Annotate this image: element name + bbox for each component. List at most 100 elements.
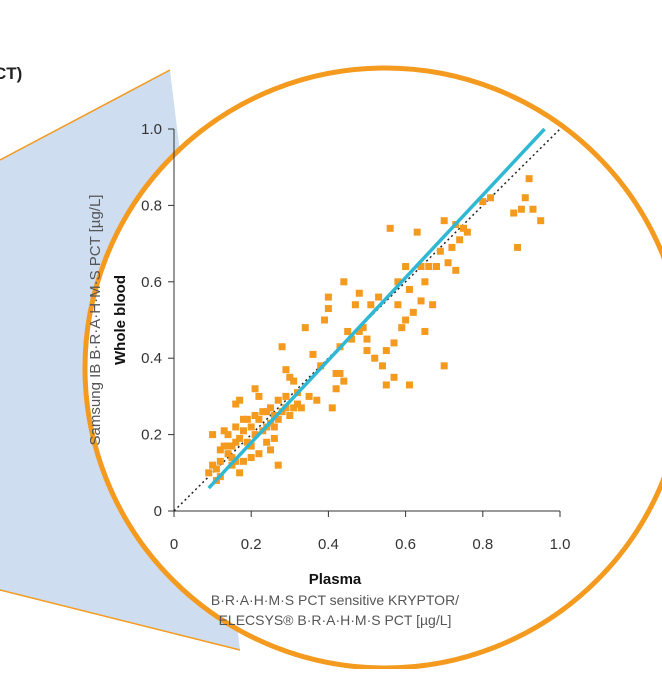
data-point [224,442,232,450]
data-point [521,194,529,202]
x-axis-label-line2: ELECSYS® B·R·A·H·M·S PCT [µg/L] [219,612,452,628]
data-point [421,327,429,335]
data-point [363,347,371,355]
data-point [409,308,417,316]
data-point [286,412,294,419]
data-point [332,369,340,377]
data-point [220,442,228,450]
data-point [205,469,213,477]
x-axis-label-bold: Plasma [309,571,362,588]
data-point [417,263,425,271]
data-point [340,377,348,385]
x-tick-label: 0 [170,536,178,553]
data-point [436,247,444,255]
data-point [239,415,247,423]
data-point [344,327,352,335]
data-point [328,404,336,412]
y-tick-label: 1.0 [141,121,162,138]
data-point [220,427,228,435]
x-tick-label: 0.4 [318,536,339,553]
data-point [394,278,402,286]
data-point [305,392,313,400]
data-point [514,243,522,251]
data-point [429,301,437,309]
y-tick-label: 0 [154,503,162,520]
data-point [255,450,263,458]
data-point [286,373,294,381]
data-point [274,396,282,404]
data-point [228,442,236,450]
data-point [282,392,290,400]
data-point [390,339,398,347]
data-point [336,369,344,377]
data-point [390,373,398,381]
data-point [232,423,240,431]
data-point [386,224,394,232]
data-point [402,263,410,271]
data-point [290,404,298,412]
data-point [398,324,406,332]
data-point [236,469,244,477]
x-tick-label: 0.2 [241,536,262,553]
data-point [463,228,471,236]
data-point [348,335,356,343]
data-point [382,347,390,355]
data-point [448,243,456,251]
data-point [351,301,359,309]
data-point [529,205,537,213]
data-point [290,377,298,385]
data-point [440,362,448,370]
data-point [212,465,220,473]
data-point [255,415,263,423]
data-point [460,224,467,232]
data-point [440,217,448,225]
data-point [378,362,386,370]
data-point [263,438,271,446]
data-point [332,385,340,393]
data-point [402,316,410,324]
data-point [421,278,429,286]
data-point [367,301,375,309]
data-point [251,412,259,419]
data-point [243,438,251,446]
data-point [282,366,290,374]
data-point [479,198,487,206]
data-point [375,293,383,301]
y-tick-group: 0 0.2 0.4 0.6 0.8 1.0 [141,121,174,520]
x-tick-group: 0 0.2 0.4 0.6 0.8 1.0 [170,511,570,553]
data-point [270,423,278,431]
data-point [425,263,433,271]
data-point [510,209,518,217]
data-point [274,415,282,423]
data-point [487,194,495,202]
data-point [278,343,286,351]
data-point [259,408,267,416]
data-point [224,431,232,439]
x-tick-label: 0.8 [472,536,493,553]
data-point [432,263,440,271]
data-point [216,457,224,465]
y-tick-label: 0.2 [141,427,162,444]
data-point [355,289,363,297]
y-axis-label-bold: Whole blood [112,275,129,365]
data-point [209,431,217,439]
clipped-text-fragment: CT) [0,64,23,83]
data-point [263,408,271,416]
data-point [394,301,402,309]
data-point [224,450,232,458]
data-point [371,354,379,362]
data-point [216,446,224,454]
data-point [321,316,329,324]
x-axis-label-line1: B·R·A·H·M·S PCT sensitive KRYPTOR/ [211,592,459,608]
data-point [236,434,244,442]
data-point [228,454,236,462]
callout-edge-bottom [0,589,241,651]
data-point [239,427,247,435]
magnifier-circle [82,65,662,671]
data-point [270,434,278,442]
y-tick-label: 0.8 [141,197,162,214]
data-point [232,438,240,446]
y-tick-label: 0.6 [141,274,162,291]
